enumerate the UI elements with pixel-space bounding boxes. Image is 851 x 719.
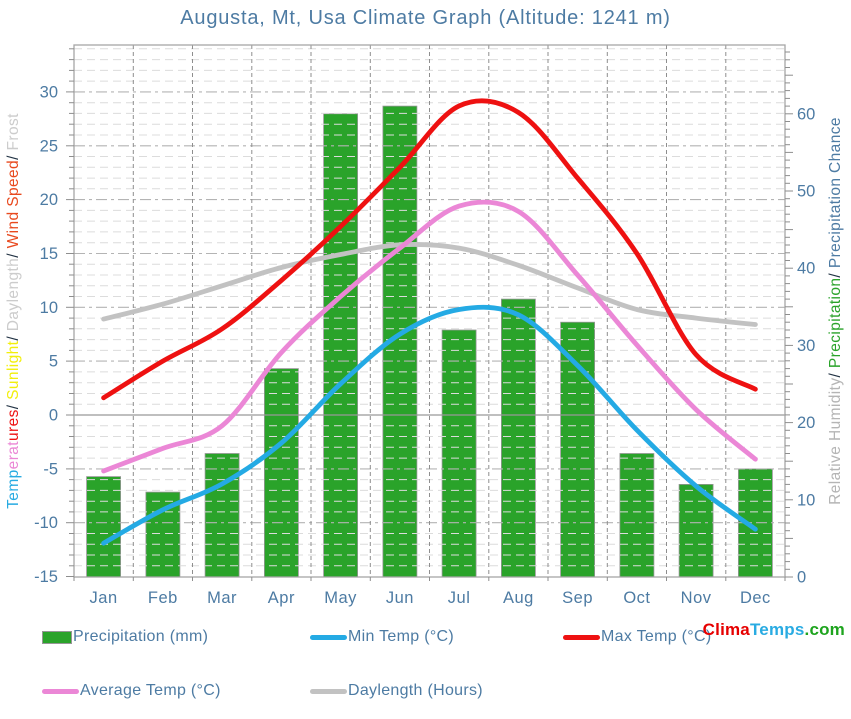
- left-axis-title-part: erat: [5, 441, 22, 470]
- right-axis-title-part: Precipitation Chance: [827, 117, 844, 269]
- x-tick-label: Feb: [148, 589, 178, 607]
- legend-label: Precipitation (mm): [73, 628, 209, 645]
- y-axis-labels-right: 0 10 20 30 40 50 60: [797, 105, 815, 586]
- precip-bar-Aug: [500, 298, 536, 578]
- x-tick-label: Nov: [681, 589, 712, 607]
- gridlines: [74, 45, 785, 577]
- right-tick-label: 40: [797, 260, 815, 278]
- precip-bar-Jan: [86, 476, 121, 578]
- left-axis-title: Temperatures/ Sunlight/ Daylength/ Wind …: [4, 45, 24, 577]
- x-tick-label: Jul: [448, 589, 471, 607]
- left-axis-title-part: /: [5, 399, 22, 410]
- legend-item: Min Temp (°C): [310, 624, 563, 650]
- left-axis-title-part: Frost: [5, 113, 22, 151]
- x-tick-label: May: [324, 589, 357, 607]
- line-average-temp-c: [101, 199, 758, 474]
- legend-label: Average Temp (°C): [80, 682, 221, 699]
- left-axis-title-part: ures: [5, 409, 22, 442]
- climatemps-logo: ClimaTemps.com: [703, 620, 845, 640]
- left-tick-label: -5: [43, 460, 58, 478]
- y-axis-labels-left: 30 25 20 15 10 5 0 -5 -10 -15: [34, 83, 58, 586]
- precip-bar-Oct: [619, 453, 655, 578]
- precip-bar-Nov: [678, 483, 714, 578]
- month-labels: Jan Feb Mar Apr May Jun Jul Aug Sep Oct Nov Dec: [90, 589, 771, 607]
- axis-ticks: [66, 48, 793, 581]
- legend-label: Max Temp (°C): [601, 628, 712, 645]
- left-tick-label: 30: [40, 83, 58, 101]
- left-tick-label: 25: [40, 137, 58, 155]
- right-axis-title-part: /: [827, 268, 844, 278]
- logo-part: Temps: [749, 620, 805, 639]
- legend-line-swatch: [42, 688, 79, 694]
- precip-bar-Sep: [560, 321, 595, 578]
- right-tick-label: 0: [797, 569, 806, 587]
- left-axis-title-part: Wind Speed: [5, 159, 22, 249]
- precip-bar-May: [323, 113, 359, 578]
- line-max-temp-c: [101, 98, 758, 401]
- chart-legend: Precipitation (mm) Min Temp (°C) Max Temp …: [42, 624, 711, 719]
- left-tick-label: 0: [49, 407, 58, 425]
- x-tick-label: Dec: [740, 589, 771, 607]
- legend-item: Precipitation (mm): [42, 624, 310, 650]
- left-tick-label: 10: [40, 299, 58, 317]
- line-daylength-hours: [101, 242, 758, 327]
- left-tick-label: -10: [34, 514, 58, 532]
- left-axis-title-part: /: [5, 150, 22, 160]
- left-axis-title-part: Daylength: [5, 257, 22, 332]
- right-tick-label: 30: [797, 337, 815, 355]
- page-title: Augusta, Mt, Usa Climate Graph (Altitude…: [180, 7, 671, 29]
- x-tick-label: Sep: [562, 589, 593, 607]
- right-tick-label: 50: [797, 183, 815, 201]
- legend-item: Max Temp (°C): [563, 624, 711, 650]
- logo-part: Clima: [702, 620, 750, 639]
- right-tick-label: 60: [797, 105, 815, 123]
- legend-line-swatch: [563, 634, 600, 640]
- precip-bar-Mar: [204, 453, 240, 578]
- x-tick-label: Jan: [90, 589, 118, 607]
- left-axis-title-part: /: [5, 331, 22, 341]
- precip-bar-Jul: [441, 329, 477, 578]
- left-axis-title-part: Temp: [5, 469, 22, 509]
- right-tick-label: 20: [797, 414, 815, 432]
- legend-label: Min Temp (°C): [348, 628, 455, 645]
- right-axis-title: Relative Humidity/ Precipitation/ Precip…: [826, 45, 846, 577]
- precip-bar-Apr: [263, 368, 299, 578]
- line-min-temp-c: [101, 304, 758, 546]
- x-tick-label: Apr: [268, 589, 295, 607]
- legend-label: Daylength (Hours): [348, 682, 483, 699]
- left-tick-label: 15: [40, 245, 58, 263]
- x-tick-label: Oct: [623, 589, 650, 607]
- right-axis-title-part: Relative Humidity: [827, 377, 844, 505]
- x-tick-label: Aug: [503, 589, 534, 607]
- left-tick-label: 5: [49, 353, 58, 371]
- left-axis-title-part: /: [5, 248, 22, 258]
- legend-line-swatch: [310, 634, 347, 640]
- right-axis-title-part: /: [827, 368, 844, 378]
- x-tick-label: Jun: [386, 589, 414, 607]
- left-tick-label: -15: [34, 568, 58, 586]
- legend-bar-swatch: [42, 630, 72, 644]
- left-axis-title-part: Sunlight: [5, 340, 22, 400]
- legend-line-swatch: [310, 688, 347, 694]
- x-tick-label: Mar: [207, 589, 237, 607]
- legend-item: Average Temp (°C): [42, 678, 310, 704]
- right-axis-title-part: Precipitation: [827, 277, 844, 369]
- right-tick-label: 10: [797, 491, 815, 509]
- legend-item: Daylength (Hours): [310, 678, 563, 704]
- logo-part: .com: [804, 620, 845, 639]
- left-tick-label: 20: [40, 191, 58, 209]
